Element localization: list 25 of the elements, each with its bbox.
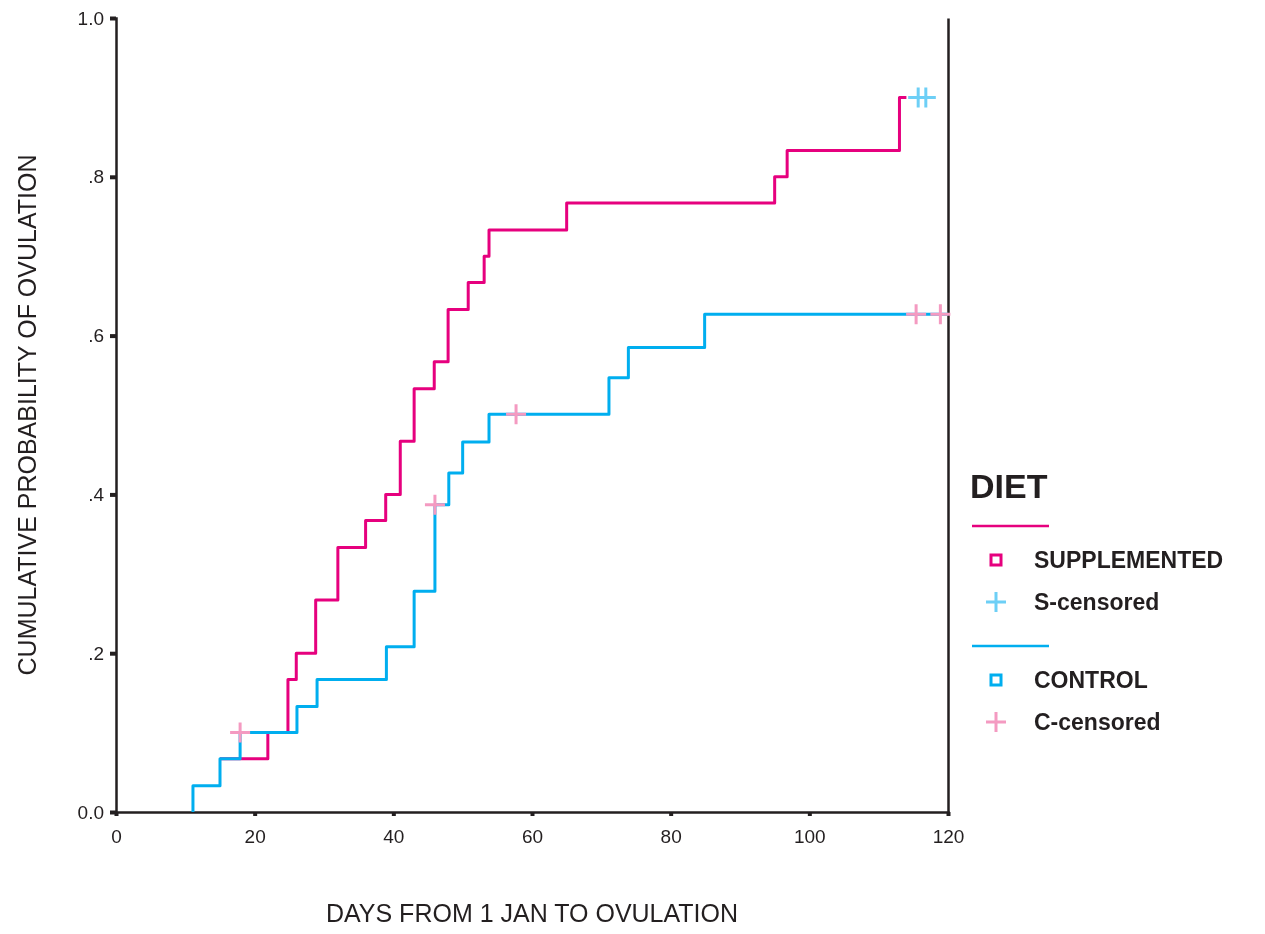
x-tick-label: 80 xyxy=(660,826,682,848)
legend-label: SUPPLEMENTED xyxy=(1034,547,1224,573)
legend-label: C-censored xyxy=(1034,709,1161,735)
x-tick-label: 20 xyxy=(244,826,266,848)
x-tick-label: 100 xyxy=(793,826,826,848)
point xyxy=(504,402,528,426)
legend-title: DIET xyxy=(970,467,1048,505)
y-tick-label: .2 xyxy=(88,642,104,664)
point xyxy=(928,302,952,326)
y-tick-label: 1.0 xyxy=(77,7,104,29)
x-tick-label: 40 xyxy=(383,826,405,848)
x-tick-label: 0 xyxy=(111,826,122,848)
y-tick-label: .6 xyxy=(88,325,104,347)
x-tick-label: 60 xyxy=(521,826,544,848)
x-tick-label: 120 xyxy=(932,826,965,848)
point xyxy=(423,493,447,517)
legend-label: CONTROL xyxy=(1034,667,1148,693)
y-tick-label: .4 xyxy=(88,483,105,505)
y-tick-label: 0.0 xyxy=(77,801,104,823)
point xyxy=(904,302,928,326)
y-axis-title: CUMULATIVE PROBABILITY OF OVULATION xyxy=(13,154,41,676)
point xyxy=(228,721,252,745)
legend-label: S-censored xyxy=(1034,589,1160,615)
x-axis-title: DAYS FROM 1 JAN TO OVULATION xyxy=(325,899,739,927)
y-tick-label: .8 xyxy=(88,166,104,188)
